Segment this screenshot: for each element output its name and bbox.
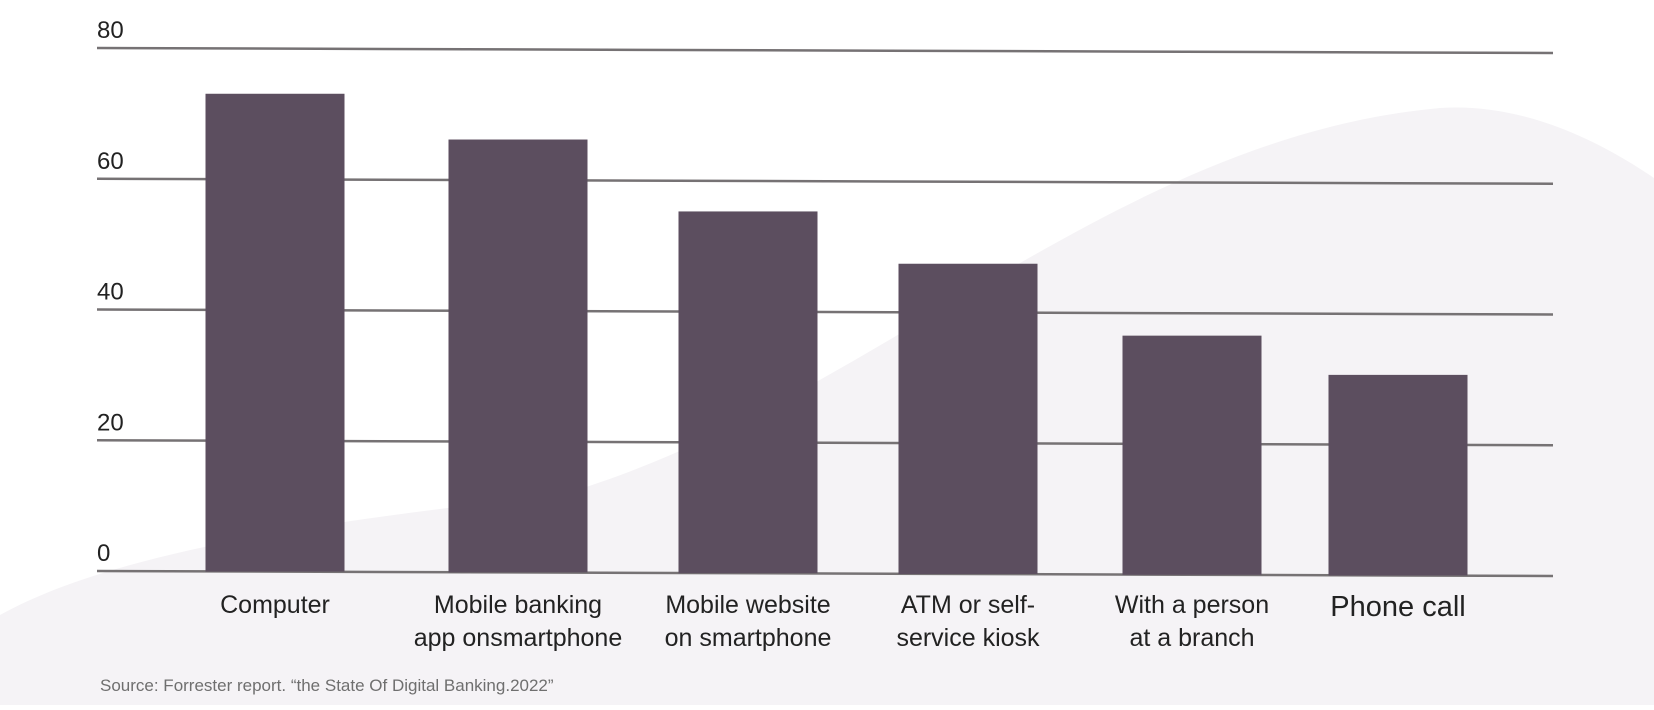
x-axis-label-line: service kiosk bbox=[896, 624, 1040, 652]
x-axis-label-line: Computer bbox=[220, 591, 330, 619]
y-tick-label-60: 60 bbox=[97, 148, 124, 175]
gridline-0 bbox=[96, 569, 1554, 578]
x-axis-label-line: Mobile banking bbox=[434, 591, 602, 619]
y-tick-label-40: 40 bbox=[97, 279, 124, 306]
x-axis-label-4: With a person at a branch bbox=[1115, 591, 1269, 652]
x-axis-labels: Computer Mobile banking app onsmartphoneMo… bbox=[220, 591, 1466, 652]
x-axis-label-line: With a person bbox=[1115, 591, 1269, 619]
bar-3 bbox=[898, 263, 1038, 574]
bar-1 bbox=[448, 139, 588, 573]
x-axis-label-line: on smartphone bbox=[665, 624, 832, 652]
x-axis-label-line: app onsmartphone bbox=[414, 624, 622, 652]
x-axis-label-2: Mobile website on smartphone bbox=[665, 591, 832, 652]
bar-5 bbox=[1328, 374, 1468, 576]
y-tick-label-20: 20 bbox=[97, 409, 124, 436]
source-note: Source: Forrester report. “the State Of … bbox=[100, 676, 554, 695]
bar-4 bbox=[1122, 335, 1262, 575]
x-axis-label-line: ATM or self- bbox=[901, 591, 1035, 619]
x-axis-label-line: Phone call bbox=[1330, 591, 1465, 623]
y-tick-label-80: 80 bbox=[97, 17, 124, 44]
y-axis-ticks: 0 20 40 60 80 bbox=[97, 17, 124, 567]
x-axis-label-line: at a branch bbox=[1129, 624, 1254, 652]
x-axis-label-1: Mobile banking app onsmartphone bbox=[414, 591, 622, 652]
bar-0 bbox=[205, 93, 345, 572]
gridline-80 bbox=[96, 46, 1554, 55]
x-axis-label-5: Phone call bbox=[1330, 591, 1465, 623]
x-axis-label-3: ATM or self-service kiosk bbox=[896, 591, 1040, 652]
bars bbox=[205, 93, 1468, 576]
x-axis-label-line: Mobile website bbox=[665, 591, 830, 619]
bar-2 bbox=[678, 211, 818, 574]
x-axis-label-0: Computer bbox=[220, 591, 330, 619]
y-tick-label-0: 0 bbox=[97, 540, 110, 567]
